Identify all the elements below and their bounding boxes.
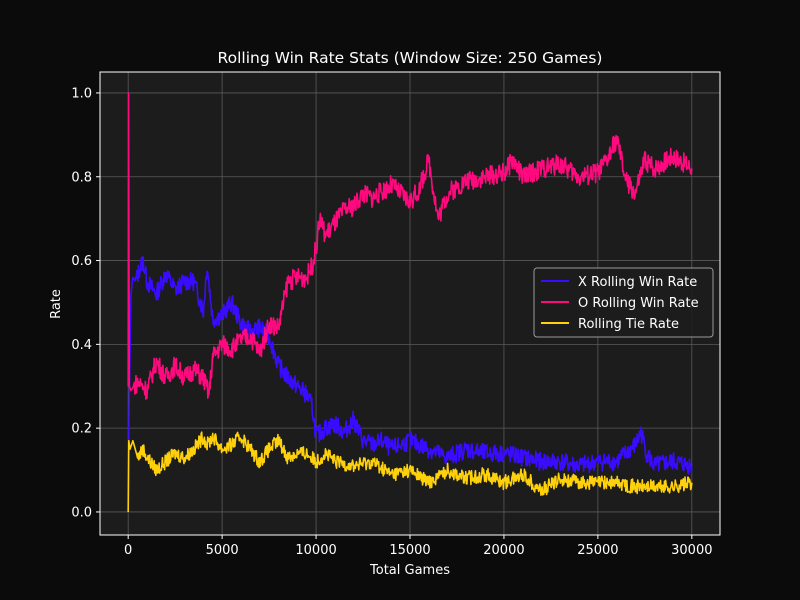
y-tick-label: 1.0 [71,86,92,101]
x-tick-label: 30000 [671,543,712,558]
x-tick-label: 5000 [206,543,239,558]
x-tick-label: 25000 [577,543,618,558]
series-lines [127,92,693,512]
axis-ticks: 0 5000 10000 15000 20000 25000 30000 0.0 0.2 0.4 0… [71,86,712,558]
y-tick-label: 0.2 [71,422,92,437]
x-win-rate-line [127,256,693,512]
x-axis-label: Total Games [369,563,450,578]
x-tick-label: 15000 [389,543,430,558]
y-tick-label: 0.4 [71,338,92,353]
y-tick-label: 0.6 [71,254,92,269]
x-tick-label: 0 [124,543,132,558]
y-tick-label: 0.0 [71,505,92,520]
o-win-rate-line [127,92,693,400]
chart-title: Rolling Win Rate Stats (Window Size: 250… [218,49,603,67]
y-axis-label: Rate [49,289,64,319]
legend-label-o: O Rolling Win Rate [578,296,699,311]
legend-label-x: X Rolling Win Rate [578,275,697,290]
y-tick-label: 0.8 [71,170,92,185]
x-tick-label: 20000 [483,543,524,558]
x-tick-label: 10000 [295,543,336,558]
legend-box [533,267,714,338]
tie-rate-line [127,431,693,512]
legend: X Rolling Win Rate O Rolling Win Rate Ro… [533,267,714,338]
legend-label-tie: Rolling Tie Rate [578,317,679,332]
